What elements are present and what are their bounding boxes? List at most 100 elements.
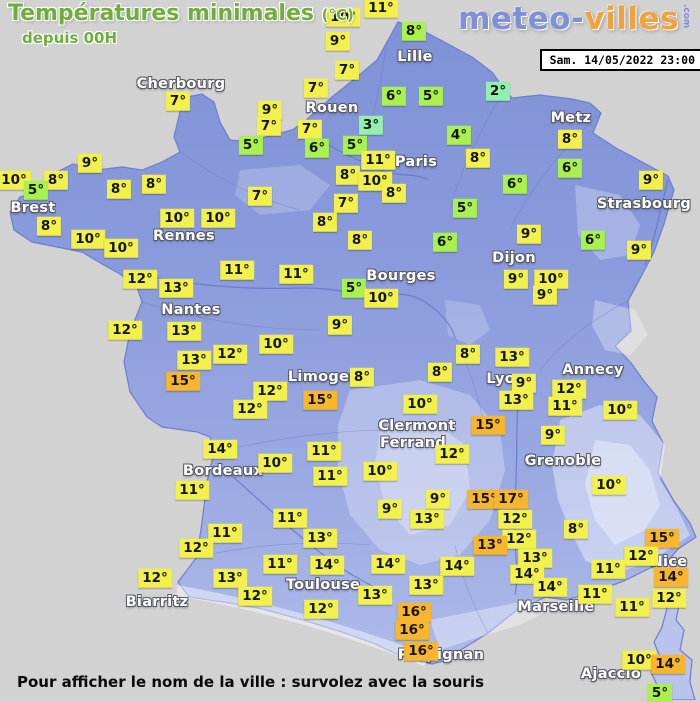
- temperature-label[interactable]: 14°: [440, 556, 474, 576]
- temperature-label[interactable]: 12°: [624, 546, 658, 566]
- temperature-label[interactable]: 5°: [342, 135, 368, 155]
- temperature-label[interactable]: 8°: [563, 519, 589, 539]
- temperature-label[interactable]: 3°: [358, 115, 384, 135]
- temperature-label[interactable]: 8°: [465, 148, 491, 168]
- temperature-label[interactable]: 12°: [138, 568, 172, 588]
- temperature-label[interactable]: 14°: [654, 567, 688, 587]
- temperature-label[interactable]: 9°: [77, 153, 103, 173]
- temperature-label[interactable]: 9°: [325, 31, 351, 51]
- temperature-label[interactable]: 11°: [615, 597, 649, 617]
- temperature-label[interactable]: 5°: [238, 135, 264, 155]
- temperature-label[interactable]: 16°: [404, 641, 438, 661]
- temperature-label[interactable]: 7°: [256, 116, 282, 136]
- temperature-label[interactable]: 13°: [167, 321, 201, 341]
- temperature-label[interactable]: 11°: [591, 559, 625, 579]
- temperature-label[interactable]: 13°: [303, 528, 337, 548]
- temperature-label[interactable]: 6°: [304, 138, 330, 158]
- temperature-label[interactable]: 9°: [626, 240, 652, 260]
- temperature-label[interactable]: 8°: [312, 212, 338, 232]
- temperature-label[interactable]: 12°: [179, 538, 213, 558]
- temperature-label[interactable]: 9°: [327, 315, 353, 335]
- temperature-label[interactable]: 15°: [471, 415, 505, 435]
- temperature-label[interactable]: 13°: [518, 548, 552, 568]
- temperature-label[interactable]: 15°: [166, 371, 200, 391]
- temperature-label[interactable]: 10°: [364, 288, 398, 308]
- temperature-label[interactable]: 8°: [349, 367, 375, 387]
- temperature-label[interactable]: 8°: [36, 216, 62, 236]
- temperature-label[interactable]: 2°: [485, 81, 511, 101]
- temperature-label[interactable]: 7°: [333, 193, 359, 213]
- temperature-label[interactable]: 11°: [208, 523, 242, 543]
- temperature-label[interactable]: 13°: [495, 347, 529, 367]
- temperature-label[interactable]: 5°: [418, 86, 444, 106]
- temperature-label[interactable]: 12°: [304, 599, 338, 619]
- temperature-label[interactable]: 10°: [104, 238, 138, 258]
- temperature-label[interactable]: 6°: [502, 174, 528, 194]
- temperature-label[interactable]: 5°: [452, 198, 478, 218]
- temperature-label[interactable]: 11°: [273, 508, 307, 528]
- temperature-label[interactable]: 15°: [645, 528, 679, 548]
- temperature-label[interactable]: 11°: [578, 584, 612, 604]
- temperature-label[interactable]: 8°: [381, 183, 407, 203]
- temperature-label[interactable]: 16°: [397, 602, 431, 622]
- temperature-label[interactable]: 10°: [363, 461, 397, 481]
- meteo-villes-logo[interactable]: meteo-villes .com: [458, 4, 691, 35]
- temperature-label[interactable]: 13°: [177, 350, 211, 370]
- temperature-label[interactable]: 15°: [303, 390, 337, 410]
- temperature-label[interactable]: 9°: [516, 224, 542, 244]
- temperature-label[interactable]: 10°: [259, 334, 293, 354]
- temperature-label[interactable]: 5°: [23, 180, 49, 200]
- temperature-label[interactable]: 7°: [303, 78, 329, 98]
- temperature-label[interactable]: 12°: [123, 269, 157, 289]
- temperature-label[interactable]: 11°: [220, 260, 254, 280]
- temperature-label[interactable]: 12°: [502, 529, 536, 549]
- temperature-label[interactable]: 12°: [108, 320, 142, 340]
- temperature-label[interactable]: 9°: [532, 285, 558, 305]
- temperature-label[interactable]: 8°: [106, 179, 132, 199]
- temperature-label[interactable]: 13°: [409, 575, 443, 595]
- temperature-label[interactable]: 16°: [395, 620, 429, 640]
- temperature-label[interactable]: 9°: [503, 269, 529, 289]
- temperature-label[interactable]: 10°: [326, 7, 360, 27]
- temperature-label[interactable]: 10°: [201, 208, 235, 228]
- temperature-label[interactable]: 11°: [279, 264, 313, 284]
- temperature-label[interactable]: 13°: [410, 509, 444, 529]
- temperature-label[interactable]: 8°: [427, 362, 453, 382]
- temperature-label[interactable]: 12°: [652, 588, 686, 608]
- temperature-label[interactable]: 5°: [647, 683, 673, 702]
- temperature-label[interactable]: 12°: [552, 379, 586, 399]
- temperature-label[interactable]: 9°: [540, 425, 566, 445]
- temperature-label[interactable]: 14°: [203, 439, 237, 459]
- temperature-label[interactable]: 9°: [257, 100, 283, 120]
- temperature-label[interactable]: 12°: [253, 381, 287, 401]
- temperature-label[interactable]: 4°: [446, 125, 472, 145]
- temperature-label[interactable]: 8°: [455, 344, 481, 364]
- temperature-label[interactable]: 10°: [358, 171, 392, 191]
- temperature-label[interactable]: 8°: [43, 170, 69, 190]
- temperature-label[interactable]: 15°: [467, 489, 501, 509]
- temperature-label[interactable]: 10°: [534, 269, 568, 289]
- temperature-label[interactable]: 7°: [165, 91, 191, 111]
- temperature-label[interactable]: 9°: [425, 489, 451, 509]
- temperature-label[interactable]: 13°: [499, 390, 533, 410]
- temperature-label[interactable]: 11°: [548, 396, 582, 416]
- temperature-label[interactable]: 10°: [403, 394, 437, 414]
- temperature-label[interactable]: 13°: [213, 568, 247, 588]
- temperature-label[interactable]: 11°: [175, 480, 209, 500]
- temperature-label[interactable]: 14°: [371, 554, 405, 574]
- temperature-label[interactable]: 11°: [307, 441, 341, 461]
- temperature-label[interactable]: 10°: [592, 475, 626, 495]
- temperature-label[interactable]: 6°: [557, 158, 583, 178]
- temperature-label[interactable]: 8°: [401, 21, 427, 41]
- temperature-label[interactable]: 13°: [358, 585, 392, 605]
- temperature-label[interactable]: 14°: [651, 654, 685, 674]
- temperature-label[interactable]: 12°: [213, 344, 247, 364]
- temperature-label[interactable]: 9°: [377, 499, 403, 519]
- temperature-label[interactable]: 6°: [381, 86, 407, 106]
- temperature-label[interactable]: 12°: [233, 399, 267, 419]
- temperature-label[interactable]: 6°: [580, 230, 606, 250]
- temperature-label[interactable]: 11°: [361, 150, 395, 170]
- temperature-label[interactable]: 13°: [473, 535, 507, 555]
- temperature-label[interactable]: 11°: [263, 554, 297, 574]
- temperature-label[interactable]: 14°: [533, 577, 567, 597]
